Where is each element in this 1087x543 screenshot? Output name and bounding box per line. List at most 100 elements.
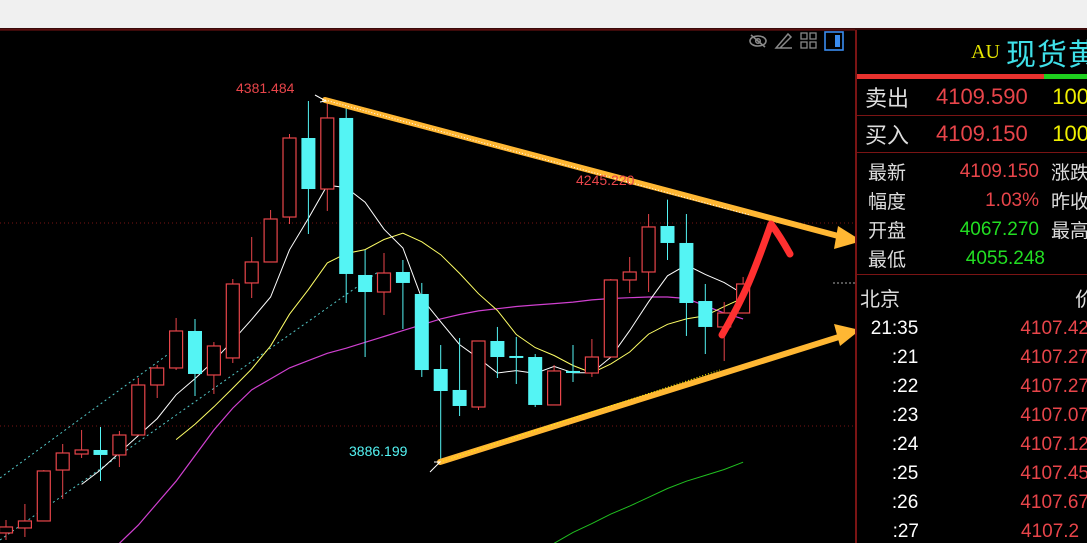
candle-down xyxy=(395,271,410,283)
candle-up xyxy=(376,272,392,293)
candle-up xyxy=(225,283,240,359)
candle-up xyxy=(641,226,656,273)
stat-row-change-pct: 幅度 1.03% 昨收 xyxy=(857,186,1087,215)
instrument-name: 现货黄 xyxy=(1006,39,1087,72)
stat-label: 开盘 xyxy=(868,221,907,242)
candle-up xyxy=(244,261,259,284)
panel-toggle-icon[interactable] xyxy=(824,31,844,56)
candle-up xyxy=(55,452,70,471)
ask-row: 卖出 4109.590 100 xyxy=(857,79,1087,116)
tick-row: :23 4107.07 xyxy=(857,401,1087,430)
hand-drawn-up-arrow xyxy=(718,220,794,339)
channel-line xyxy=(0,271,379,541)
stat-value: 4055.248 xyxy=(965,247,1045,269)
candle-up xyxy=(150,367,165,386)
eye-hide-icon[interactable] xyxy=(748,33,768,54)
tick-row: :26 4107.67 xyxy=(857,488,1087,517)
quote-panel: AU 现货黄 卖出 4109.590 100 买入 4109.150 100 最… xyxy=(855,30,1087,543)
bid-label: 买入 xyxy=(865,123,910,148)
stat-label-2: 涨跌 xyxy=(1050,163,1087,184)
instrument-code: AU xyxy=(971,40,1000,63)
high-pointer-arrow xyxy=(314,94,328,103)
bid-price: 4109.150 xyxy=(935,121,1028,146)
bid-row: 买入 4109.150 100 xyxy=(857,116,1087,153)
candle-down xyxy=(301,138,316,190)
bid-volume: 100 xyxy=(1052,121,1087,146)
tick-price: 4107.45 xyxy=(1020,462,1087,484)
candle-down xyxy=(679,242,694,303)
quote-stats: 最新 4109.150 涨跌 幅度 1.03% 昨收 开盘 4067.270 最高 最低 40… xyxy=(857,153,1087,275)
ask-price: 4109.590 xyxy=(935,84,1028,109)
candle-down xyxy=(339,117,354,274)
candle-down xyxy=(660,226,675,243)
tick-price-header: 价 xyxy=(1075,283,1087,314)
candlestick-chart[interactable]: 4381.484 3886.199 4245.220 xyxy=(0,0,855,543)
ask-label: 卖出 xyxy=(865,86,910,111)
tick-row: :22 4107.27 xyxy=(857,372,1087,401)
candle-up xyxy=(36,470,51,522)
tick-time: :24 xyxy=(891,433,919,455)
tick-time: 21:35 xyxy=(870,317,919,339)
tick-price: 4107.67 xyxy=(1020,491,1087,513)
tick-time: :22 xyxy=(891,375,919,397)
stat-label: 最低 xyxy=(868,250,907,271)
tick-price: 4107.2 xyxy=(1021,520,1080,542)
candle-up xyxy=(112,434,127,456)
window-title-bar xyxy=(0,0,1087,30)
stat-label: 幅度 xyxy=(868,192,907,213)
tick-time: :25 xyxy=(891,462,919,484)
tick-list-header: 北京 价 xyxy=(857,283,1087,314)
tick-price: 4107.07 xyxy=(1020,404,1087,426)
tick-row: 21:35 4107.42 xyxy=(857,314,1087,343)
ma-longer-line xyxy=(553,461,744,543)
instrument-title: AU 现货黄 xyxy=(857,30,1087,74)
tick-price: 4107.27 xyxy=(1020,346,1087,368)
stat-value: 4109.150 xyxy=(959,160,1039,182)
stat-label-2: 最高 xyxy=(1050,221,1087,242)
stat-row-low: 最低 4055.248 xyxy=(857,244,1087,273)
tick-time-header: 北京 xyxy=(860,289,900,311)
candle-up xyxy=(622,271,637,281)
candle-down xyxy=(358,274,373,293)
tick-price: 4107.42 xyxy=(1020,317,1087,339)
channel-line xyxy=(0,343,183,479)
upper-trendline xyxy=(322,97,845,240)
candle-down xyxy=(93,449,108,455)
candle-up xyxy=(74,449,89,455)
candle-up xyxy=(282,137,297,218)
tick-price: 4107.12 xyxy=(1020,433,1087,455)
tick-list[interactable]: 21:35 4107.42:21 4107.27:22 4107.27:23 4107.… xyxy=(857,314,1087,543)
stat-row-open: 开盘 4067.270 最高 xyxy=(857,215,1087,244)
ma10-line xyxy=(175,232,744,440)
ma5-line xyxy=(81,184,744,485)
candle-down xyxy=(509,355,524,358)
candle-down xyxy=(188,330,202,374)
candle-up xyxy=(546,370,562,406)
candle-down xyxy=(566,370,580,374)
upper-trendline-arrowhead xyxy=(834,226,855,249)
candle-up xyxy=(263,218,278,263)
stat-label: 最新 xyxy=(868,163,907,184)
grid-icon[interactable] xyxy=(800,32,818,55)
tick-row: :25 4107.45 xyxy=(857,459,1087,488)
stat-row-latest: 最新 4109.150 涨跌 xyxy=(857,157,1087,186)
candle-up xyxy=(206,345,221,376)
candle-up xyxy=(584,356,600,374)
candle-up xyxy=(131,384,146,436)
tick-price: 4107.27 xyxy=(1020,375,1087,397)
candle-down xyxy=(414,293,429,371)
candle-down xyxy=(490,340,505,358)
candle-up xyxy=(169,330,184,369)
stat-label-2: 昨收 xyxy=(1050,192,1087,213)
stat-value: 1.03% xyxy=(985,189,1039,211)
ask-volume: 100 xyxy=(1052,84,1087,109)
recent-high-label: 4245.220 xyxy=(576,172,635,188)
candle-down xyxy=(698,301,713,327)
pencil-icon[interactable] xyxy=(774,32,794,55)
upper-dotted-guide xyxy=(324,99,751,216)
stat-value: 4067.270 xyxy=(959,218,1039,240)
candle-up xyxy=(471,340,486,408)
bid-ask-ratio-bar xyxy=(857,74,1087,79)
tick-time: :23 xyxy=(891,404,919,426)
low-pointer-arrow xyxy=(429,461,442,473)
